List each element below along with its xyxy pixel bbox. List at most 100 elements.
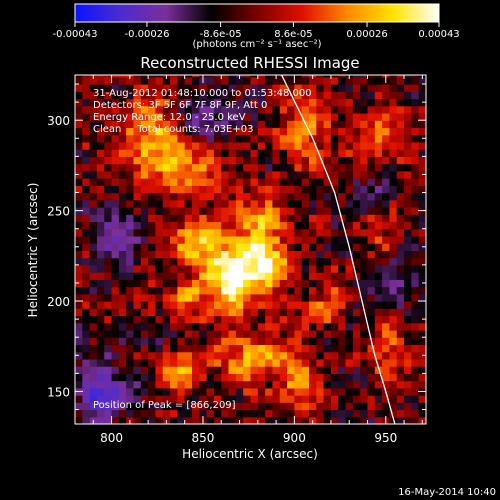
heatmap-cell (104, 163, 113, 172)
heatmap-cell (287, 207, 295, 215)
heatmap-cell (228, 387, 237, 396)
heatmap-cell (206, 387, 215, 396)
heatmap-cell (287, 84, 295, 92)
heatmap-cell (89, 395, 98, 403)
heatmap-cell (250, 199, 259, 208)
heatmap-cell (133, 301, 142, 309)
heatmap-cell (243, 409, 252, 418)
heatmap-cell (316, 351, 325, 360)
heatmap-cell (323, 76, 332, 85)
heatmap-cell (75, 221, 83, 230)
heatmap-cell (265, 315, 274, 324)
heatmap-cell (96, 207, 105, 215)
heatmap-cell (323, 141, 332, 150)
heatmap-cell (338, 112, 347, 121)
heatmap-cell (294, 322, 303, 331)
heatmap-cell (221, 380, 230, 389)
heatmap-cell (265, 380, 274, 389)
heatmap-cell (338, 214, 347, 223)
heatmap-cell (177, 235, 186, 244)
heatmap-cell (221, 250, 230, 259)
heatmap-cell (360, 91, 369, 100)
heatmap-cell (352, 214, 361, 223)
heatmap-cell (148, 315, 157, 324)
heatmap-cell (89, 112, 98, 121)
y-tick-label: 300 (47, 114, 70, 128)
heatmap-cell (221, 156, 230, 165)
heatmap-cell (199, 351, 208, 360)
heatmap-cell (301, 272, 310, 280)
heatmap-cell (316, 120, 325, 129)
heatmap-cell (243, 134, 252, 143)
heatmap-cell (82, 192, 91, 201)
heatmap-cell (301, 127, 310, 136)
heatmap-cell (360, 395, 369, 403)
heatmap-cell (389, 120, 398, 129)
heatmap-cell (272, 301, 281, 309)
heatmap-cell (257, 228, 266, 237)
heatmap-cell (352, 402, 361, 411)
heatmap-cell (418, 214, 426, 223)
heatmap-cell (257, 192, 266, 201)
heatmap-cell (367, 279, 376, 288)
heatmap-cell (126, 257, 135, 266)
heatmap-cell (279, 286, 288, 295)
heatmap-cell (301, 75, 310, 78)
heatmap-cell (316, 409, 325, 418)
heatmap-cell (118, 351, 127, 360)
heatmap-cell (243, 293, 252, 302)
heatmap-cell (257, 170, 266, 179)
heatmap-cell (396, 337, 405, 346)
heatmap-cell (250, 409, 259, 418)
heatmap-cell (184, 257, 193, 266)
heatmap-cell (367, 416, 376, 424)
heatmap-cell (170, 329, 178, 338)
heatmap-cell (316, 214, 325, 223)
heatmap-cell (279, 387, 288, 396)
heatmap-cell (140, 76, 149, 85)
heatmap-cell (96, 228, 105, 237)
heatmap-cell (199, 279, 208, 288)
heatmap-cell (396, 301, 405, 309)
heatmap-cell (89, 373, 98, 382)
heatmap-cell (75, 366, 83, 374)
heatmap-cell (111, 178, 120, 186)
heatmap-cell (330, 207, 339, 215)
heatmap-cell (345, 308, 354, 317)
heatmap-cell (192, 178, 200, 186)
y-axis-label: Heliocentric Y (arcsec) (26, 183, 40, 318)
heatmap-cell (367, 91, 376, 100)
heatmap-cell (287, 337, 295, 346)
heatmap-cell (367, 170, 376, 179)
heatmap-cell (82, 387, 91, 396)
heatmap-cell (162, 337, 171, 346)
heatmap-cell (301, 235, 310, 244)
heatmap-cell (338, 344, 347, 353)
heatmap-cell (411, 395, 420, 403)
heatmap-cell (126, 178, 135, 186)
heatmap-cell (272, 286, 281, 295)
heatmap-cell (352, 141, 361, 150)
heatmap-cell (89, 387, 98, 396)
heatmap-cell (404, 243, 412, 251)
heatmap-cell (345, 98, 354, 107)
heatmap-cell (345, 84, 354, 92)
heatmap-cell (96, 134, 105, 143)
heatmap-cell (389, 199, 398, 208)
heatmap-cell (330, 329, 339, 338)
heatmap-cell (257, 279, 266, 288)
heatmap-cell (221, 387, 230, 396)
heatmap-cell (206, 286, 215, 295)
heatmap-cell (323, 75, 332, 78)
heatmap-cell (184, 134, 193, 143)
heatmap-cell (235, 272, 244, 280)
heatmap-cell (228, 84, 237, 92)
heatmap-cell (206, 192, 215, 201)
heatmap-cell (338, 402, 347, 411)
heatmap-cell (82, 257, 91, 266)
heatmap-cell (338, 98, 347, 107)
heatmap-cell (75, 91, 83, 100)
heatmap-cell (330, 416, 339, 424)
heatmap-cell (170, 134, 178, 143)
heatmap-cell (374, 235, 383, 244)
